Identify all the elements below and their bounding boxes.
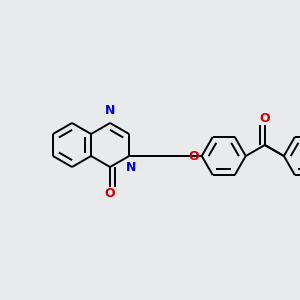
Text: N: N [105, 104, 115, 117]
Text: N: N [126, 161, 136, 174]
Text: O: O [260, 112, 270, 125]
Text: O: O [105, 187, 116, 200]
Text: O: O [189, 149, 200, 163]
